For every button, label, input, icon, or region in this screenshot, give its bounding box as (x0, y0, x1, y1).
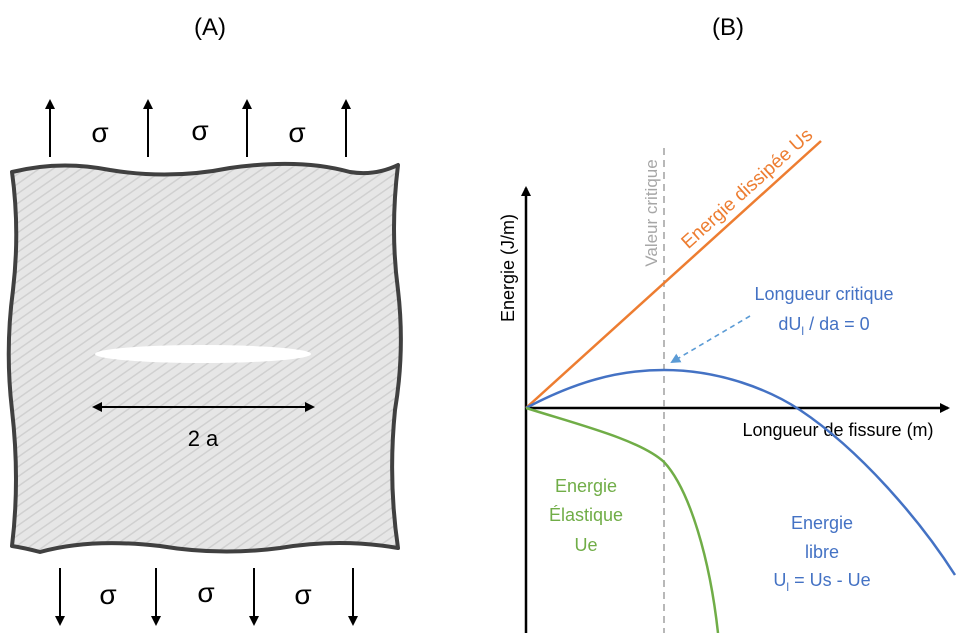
top-stress-arrows (45, 99, 351, 157)
stress-symbol: σ (91, 117, 108, 148)
free-energy-label: Energie (791, 513, 853, 533)
free-energy-label: libre (805, 542, 839, 562)
elastic-energy-curve (525, 406, 720, 633)
elastic-energy-label: Élastique (549, 505, 623, 525)
bottom-stress-arrows (55, 568, 358, 626)
free-energy-curve (525, 368, 957, 576)
panel-a-label: (A) (194, 14, 226, 41)
critical-length-label: Longueur critique (754, 284, 893, 304)
dissipated-energy-line (525, 140, 822, 409)
stress-symbol: σ (294, 579, 311, 610)
free-energy-formula: Ul = Us - Ue (773, 570, 870, 594)
stress-symbol: σ (191, 115, 208, 146)
x-axis-label: Longueur de fissure (m) (742, 420, 933, 440)
critical-length-pointer (670, 315, 751, 364)
crack (95, 345, 311, 363)
critical-length-condition: dUl / da = 0 (778, 314, 869, 338)
elastic-energy-label: Energie (555, 476, 617, 496)
crack-length-label: 2 a (188, 426, 219, 451)
elastic-energy-label: Ue (574, 535, 597, 555)
panel-b-label: (B) (712, 14, 744, 41)
critical-value-label: Valeur critique (642, 159, 661, 266)
y-axis-label: Energie (J/m) (498, 214, 518, 322)
stress-symbol: σ (288, 117, 305, 148)
stress-symbol: σ (99, 579, 116, 610)
stress-symbol: σ (197, 577, 214, 608)
dissipated-energy-label: Energie dissipée Us (678, 125, 818, 254)
